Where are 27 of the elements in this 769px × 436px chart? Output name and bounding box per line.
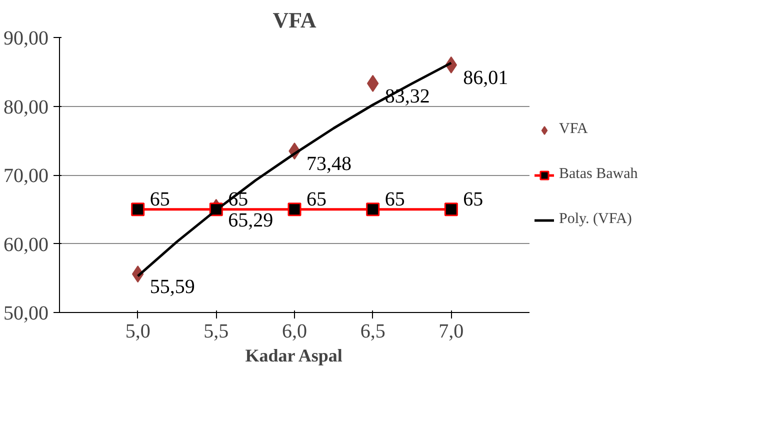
data-label: 55,59 — [150, 276, 195, 298]
point — [444, 202, 458, 216]
chart-title: VFA — [272, 8, 316, 32]
data-label: 65 — [463, 188, 484, 210]
x-tick-label: 7,0 — [438, 320, 464, 342]
x-tick-label: 5,0 — [125, 320, 150, 342]
point — [366, 202, 380, 216]
y-tick-label: 80,00 — [4, 96, 48, 118]
point — [288, 202, 302, 216]
x-tick-label: 6,0 — [282, 320, 307, 342]
legend-label: Batas Bawah — [559, 166, 638, 183]
point — [131, 202, 145, 216]
y-tick-label: 70,00 — [4, 165, 48, 187]
x-axis-title: Kadar Aspal — [245, 346, 342, 366]
legend-label: Poly. (VFA) — [559, 211, 632, 228]
data-label: 65 — [384, 188, 405, 210]
x-tick-label: 6,5 — [360, 320, 386, 342]
data-label: 65 — [306, 188, 326, 210]
data-label: 65,29 — [228, 209, 274, 232]
y-tick-label: 90,00 — [4, 28, 48, 50]
legend-label: VFA — [559, 121, 588, 138]
x-tick-label: 5,5 — [204, 320, 229, 342]
y-tick-label: 60,00 — [4, 234, 48, 256]
data-label: 86,01 — [463, 66, 508, 89]
data-label: 65 — [150, 188, 170, 210]
y-tick-label: 50,00 — [4, 302, 48, 324]
data-label: 73,48 — [306, 153, 352, 176]
